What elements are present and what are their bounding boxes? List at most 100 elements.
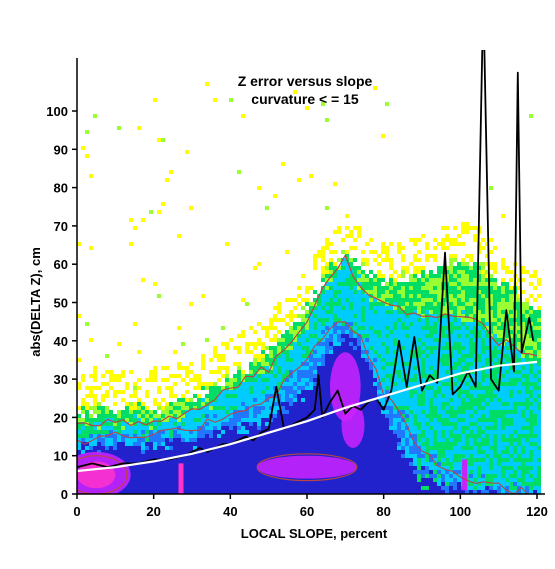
heat-cell xyxy=(313,374,317,378)
heat-cell xyxy=(365,318,369,322)
heat-cell xyxy=(417,474,421,478)
heat-cell xyxy=(89,338,93,342)
heat-cell xyxy=(509,422,513,426)
heat-cell xyxy=(433,302,437,306)
heat-cell xyxy=(441,226,445,230)
heat-cell xyxy=(413,330,417,334)
heat-cell xyxy=(349,478,353,482)
heat-cell xyxy=(101,438,105,442)
heat-cell xyxy=(209,434,213,438)
heat-cell xyxy=(317,334,321,338)
heat-cell xyxy=(325,382,329,386)
heat-cell xyxy=(213,386,217,390)
heat-cell xyxy=(249,398,253,402)
heat-cell xyxy=(293,366,297,370)
heat-cell xyxy=(273,422,277,426)
heat-cell xyxy=(485,338,489,342)
heat-cell xyxy=(285,406,289,410)
heat-cell xyxy=(373,462,377,466)
heat-cell xyxy=(461,362,465,366)
heat-cell xyxy=(345,298,349,302)
heat-cell xyxy=(417,334,421,338)
heat-cell xyxy=(357,322,361,326)
heat-cell xyxy=(209,474,213,478)
heat-cell xyxy=(197,374,201,378)
heat-cell xyxy=(381,298,385,302)
heat-cell xyxy=(477,350,481,354)
heat-cell xyxy=(397,434,401,438)
heat-cell xyxy=(521,454,525,458)
heat-cell xyxy=(361,394,365,398)
heat-cell xyxy=(469,302,473,306)
heat-cell xyxy=(421,234,425,238)
heat-cell xyxy=(413,462,417,466)
heat-cell xyxy=(277,478,281,482)
heat-cell xyxy=(269,434,273,438)
heat-cell xyxy=(505,402,509,406)
heat-cell xyxy=(445,234,449,238)
heat-cell xyxy=(169,430,173,434)
heat-cell xyxy=(425,438,429,442)
heat-cell xyxy=(161,426,165,430)
heat-cell xyxy=(369,474,373,478)
heat-cell xyxy=(405,334,409,338)
heat-cell xyxy=(385,382,389,386)
heat-cell xyxy=(489,438,493,442)
heat-cell xyxy=(457,350,461,354)
heat-cell xyxy=(261,354,265,358)
heat-cell xyxy=(361,378,365,382)
heat-cell xyxy=(369,406,373,410)
heat-cell xyxy=(285,358,289,362)
heat-cell xyxy=(205,398,209,402)
heat-cell xyxy=(365,406,369,410)
heat-cell xyxy=(341,294,345,298)
heat-cell xyxy=(401,310,405,314)
heat-cell xyxy=(241,462,245,466)
heat-cell xyxy=(177,434,181,438)
heat-cell xyxy=(389,438,393,442)
heat-cell xyxy=(449,406,453,410)
heat-cell xyxy=(149,370,153,374)
heat-cell xyxy=(177,442,181,446)
heat-cell xyxy=(281,354,285,358)
heat-cell xyxy=(449,298,453,302)
heat-cell xyxy=(269,394,273,398)
heat-cell xyxy=(517,410,521,414)
heat-cell xyxy=(145,410,149,414)
heat-cell xyxy=(93,418,97,422)
heat-cell xyxy=(289,454,293,458)
heat-cell xyxy=(141,482,145,486)
heat-cell xyxy=(213,434,217,438)
heat-cell xyxy=(389,310,393,314)
heat-cell xyxy=(397,298,401,302)
heat-cell xyxy=(185,458,189,462)
heat-cell xyxy=(217,426,221,430)
heat-cell xyxy=(117,126,121,130)
heat-cell xyxy=(261,370,265,374)
heat-cell xyxy=(329,426,333,430)
heat-cell xyxy=(485,242,489,246)
heat-cell xyxy=(489,306,493,310)
heat-cell xyxy=(137,438,141,442)
heat-cell xyxy=(485,326,489,330)
heat-cell xyxy=(317,434,321,438)
heat-cell xyxy=(269,370,273,374)
heat-cell xyxy=(409,438,413,442)
heat-cell xyxy=(401,430,405,434)
heat-cell xyxy=(469,298,473,302)
heat-cell xyxy=(361,462,365,466)
heat-cell xyxy=(185,366,189,370)
heat-cell xyxy=(505,446,509,450)
heat-cell xyxy=(205,466,209,470)
heat-cell xyxy=(305,486,309,490)
heat-cell xyxy=(401,438,405,442)
heat-cell xyxy=(97,446,101,450)
heat-cell xyxy=(505,434,509,438)
heat-cell xyxy=(513,414,517,418)
heat-cell xyxy=(385,286,389,290)
heat-cell xyxy=(93,366,97,370)
heat-cell xyxy=(429,326,433,330)
heat-cell xyxy=(365,370,369,374)
heat-cell xyxy=(361,450,365,454)
heat-cell xyxy=(325,286,329,290)
